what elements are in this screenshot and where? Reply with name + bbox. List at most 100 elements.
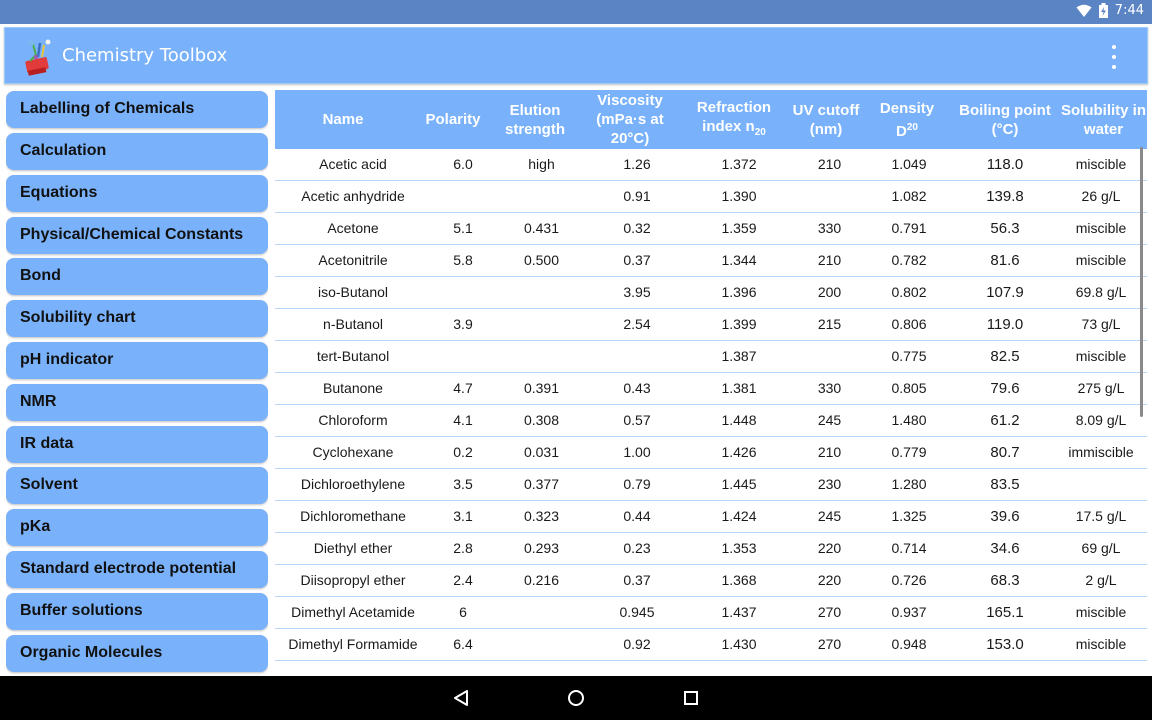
cell-density: 0.948	[891, 636, 927, 652]
app-bar: Chemistry Toolbox	[4, 27, 1148, 84]
cell-refraction-index: 1.353	[721, 540, 757, 556]
recents-icon[interactable]	[661, 676, 721, 720]
cell-viscosity: 0.43	[623, 380, 651, 396]
cell-name: n-Butanol	[323, 316, 383, 332]
cell-boiling-point: 81.6	[990, 252, 1020, 269]
cell-name: Acetonitrile	[318, 252, 388, 268]
table-row[interactable]: Acetic anhydride 0.91 1.390 1.082 139.8 26 g/…	[275, 181, 1147, 213]
cell-viscosity: 1.00	[623, 444, 651, 460]
cell-boiling-point: 153.0	[986, 636, 1024, 653]
cell-refraction-index: 1.359	[721, 220, 757, 236]
sidebar-item-bond[interactable]: Bond	[6, 258, 268, 295]
home-icon[interactable]	[546, 676, 606, 720]
cell-solubility: miscible	[1075, 156, 1127, 172]
cell-boiling-point: 118.0	[986, 156, 1024, 173]
cell-boiling-point: 80.7	[990, 444, 1020, 461]
table-row[interactable]: Acetone 5.1 0.431 0.32 1.359 330 0.791 56.3 misc…	[275, 213, 1147, 245]
sidebar-item-equations[interactable]: Equations	[6, 175, 268, 212]
cell-solubility: miscible	[1075, 220, 1127, 236]
table-row[interactable]: Acetonitrile 5.8 0.500 0.37 1.344 210 0.782 81.…	[275, 245, 1147, 277]
cell-polarity: 2.4	[453, 572, 473, 588]
cell-boiling-point: 68.3	[990, 572, 1020, 589]
app-title: Chemistry Toolbox	[62, 45, 228, 66]
sidebar-item-standard-electrode-potential[interactable]: Standard electrode potential	[6, 551, 268, 588]
cell-polarity: 6.0	[453, 156, 473, 172]
solvent-table[interactable]: Name Polarity Elution strength Viscosity(…	[275, 90, 1147, 676]
cell-uv-cutoff: 270	[817, 604, 842, 620]
sidebar-item-nmr[interactable]: NMR	[6, 384, 268, 421]
cell-boiling-point: 83.5	[990, 476, 1020, 493]
cell-density: 0.782	[891, 252, 927, 268]
cell-density: 0.775	[891, 348, 927, 364]
header-solubility: Solubility in water	[1061, 101, 1146, 138]
table-row[interactable]: Diethyl ether 2.8 0.293 0.23 1.353 220 0.714 34…	[275, 533, 1147, 565]
cell-name: Acetone	[327, 220, 379, 236]
sidebar-item-labelling-of-chemicals[interactable]: Labelling of Chemicals	[6, 91, 268, 128]
sidebar-item-solubility-chart[interactable]: Solubility chart	[6, 300, 268, 337]
cell-uv-cutoff: 245	[817, 412, 842, 428]
cell-density: 1.325	[891, 508, 927, 524]
cell-name: tert-Butanol	[316, 348, 390, 364]
cell-viscosity: 3.95	[623, 284, 651, 300]
cell-density: 0.791	[891, 220, 927, 236]
battery-charging-icon	[1098, 3, 1108, 18]
cell-density: 0.806	[891, 316, 927, 332]
cell-polarity: 3.1	[453, 508, 473, 524]
cell-viscosity: 0.945	[619, 604, 655, 620]
sidebar-item-calculation[interactable]: Calculation	[6, 133, 268, 170]
overflow-menu-icon[interactable]	[1109, 45, 1119, 69]
cell-elution-strength: 0.377	[523, 476, 560, 492]
table-row[interactable]: Chloroform 4.1 0.308 0.57 1.448 245 1.480 61.2 8…	[275, 405, 1147, 437]
table-scrollbar[interactable]	[1140, 147, 1143, 417]
sidebar-item-ir-data[interactable]: IR data	[6, 426, 268, 463]
cell-solubility: 69.8 g/L	[1075, 284, 1127, 300]
cell-uv-cutoff	[783, 181, 876, 212]
table-row[interactable]: Butanone 4.7 0.391 0.43 1.381 330 0.805 79.6 275…	[275, 373, 1147, 405]
header-viscosity: Viscosity (mPa·s at 20°C)	[596, 92, 664, 147]
table-row[interactable]: Acetic acid 6.0 high 1.26 1.372 210 1.049 118.0…	[275, 149, 1147, 181]
header-uv-cutoff: UV cutoff (nm)	[792, 101, 860, 138]
cell-viscosity: 1.26	[623, 156, 651, 172]
cell-viscosity: 0.92	[623, 636, 651, 652]
table-row[interactable]: Dimethyl Formamide 6.4 0.92 1.430 270 0.948 15…	[275, 629, 1147, 661]
table-row[interactable]: Diisopropyl ether 2.4 0.216 0.37 1.368 220 0.7…	[275, 565, 1147, 597]
cell-viscosity: 0.57	[623, 412, 651, 428]
cell-viscosity: 0.37	[623, 252, 651, 268]
cell-solubility: miscible	[1075, 348, 1127, 364]
sidebar-item-solvent[interactable]: Solvent	[6, 467, 268, 504]
status-bar: 7:44	[0, 0, 1152, 24]
header-boiling-point: Boiling point (°C)	[959, 101, 1051, 138]
cell-boiling-point: 82.5	[990, 348, 1020, 365]
sidebar-item-physical-chemical-constants[interactable]: Physical/Chemical Constants	[6, 217, 268, 254]
cell-uv-cutoff: 215	[817, 316, 842, 332]
table-row[interactable]: tert-Butanol 1.387 0.775 82.5 miscible	[275, 341, 1147, 373]
cell-polarity: 6.4	[453, 636, 473, 652]
back-icon[interactable]	[431, 676, 491, 720]
cell-solubility: 26 g/L	[1081, 188, 1121, 204]
cell-density: 1.280	[891, 476, 927, 492]
sidebar-item-buffer-solutions[interactable]: Buffer solutions	[6, 593, 268, 630]
sidebar-item-ph-indicator[interactable]: pH indicator	[6, 342, 268, 379]
cell-viscosity: 2.54	[623, 316, 651, 332]
table-row[interactable]: Dimethyl Acetamide 6 0.945 1.437 270 0.937 165…	[275, 597, 1147, 629]
status-icons: 7:44	[1076, 3, 1144, 18]
cell-elution-strength: 0.500	[523, 252, 560, 268]
cell-boiling-point: 79.6	[990, 380, 1020, 397]
cell-polarity: 6	[459, 604, 467, 620]
table-row[interactable]: Dichloromethane 3.1 0.323 0.44 1.424 245 1.325…	[275, 501, 1147, 533]
cell-refraction-index: 1.430	[721, 636, 757, 652]
table-row[interactable]: Cyclohexane 0.2 0.031 1.00 1.426 210 0.779 80.7…	[275, 437, 1147, 469]
cell-polarity: 2.8	[453, 540, 473, 556]
table-row[interactable]: iso-Butanol 3.95 1.396 200 0.802 107.9 69.8 g/…	[275, 277, 1147, 309]
cell-uv-cutoff: 210	[817, 252, 842, 268]
cell-polarity: 3.5	[453, 476, 473, 492]
cell-boiling-point: 107.9	[986, 284, 1024, 301]
cell-viscosity: 0.37	[623, 572, 651, 588]
sidebar-item-pka[interactable]: pKa	[6, 509, 268, 546]
cell-elution-strength: 0.031	[523, 444, 560, 460]
cell-refraction-index: 1.396	[721, 284, 757, 300]
sidebar-item-organic-molecules[interactable]: Organic Molecules	[6, 635, 268, 672]
cell-solubility: immiscible	[1068, 444, 1134, 460]
table-row[interactable]: n-Butanol 3.9 2.54 1.399 215 0.806 119.0 73 g/L	[275, 309, 1147, 341]
table-row[interactable]: Dichloroethylene 3.5 0.377 0.79 1.445 230 1.28…	[275, 469, 1147, 501]
